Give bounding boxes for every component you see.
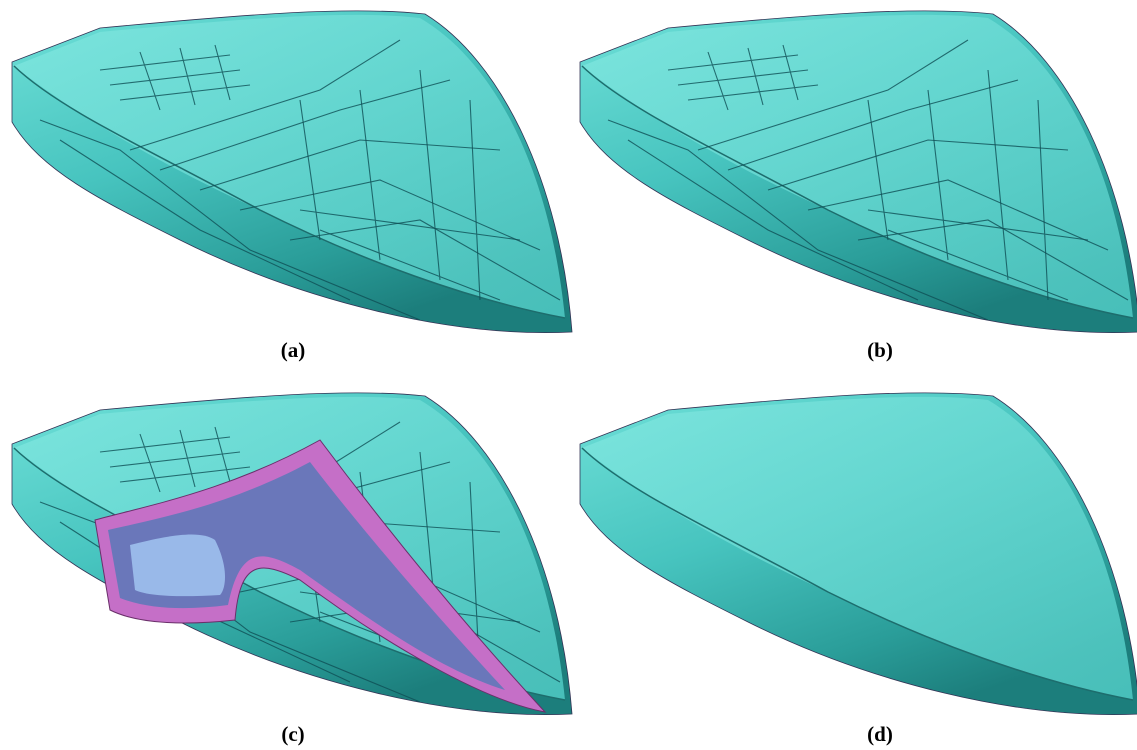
caption: (a) [281, 338, 306, 362]
panel-d: (d) [580, 393, 1137, 746]
caption: (b) [867, 338, 893, 362]
panel-b: (b) [580, 11, 1137, 362]
panel-a: (a) [12, 11, 572, 362]
panel-c: (c) [12, 393, 572, 746]
figure: (a) (b) (c) (d) [0, 0, 1137, 750]
caption: (d) [867, 722, 893, 746]
caption: (c) [281, 722, 304, 746]
